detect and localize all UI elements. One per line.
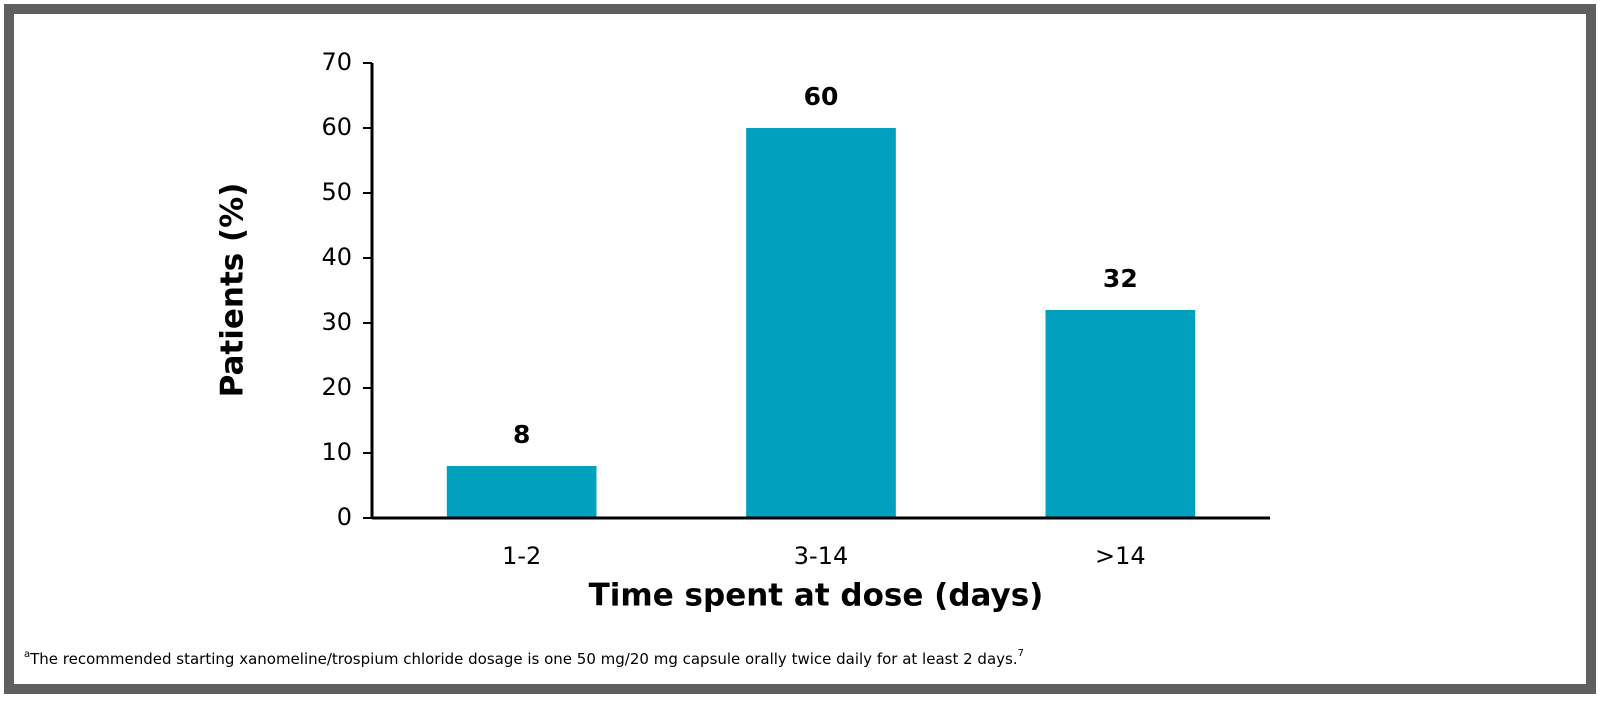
y-tick-label: 10 bbox=[321, 438, 352, 466]
y-tick-label: 60 bbox=[321, 113, 352, 141]
y-tick-label: 0 bbox=[337, 503, 352, 531]
y-tick-label: 30 bbox=[321, 308, 352, 336]
footnote-ref: 7 bbox=[1018, 648, 1024, 659]
footnote-text: The recommended starting xanomeline/tros… bbox=[29, 650, 1017, 668]
bar bbox=[746, 128, 896, 518]
footnote: aThe recommended starting xanomeline/tro… bbox=[24, 648, 1024, 668]
y-tick-label: 70 bbox=[321, 48, 352, 76]
y-tick-label: 50 bbox=[321, 178, 352, 206]
x-tick-label: 3-14 bbox=[794, 542, 848, 570]
value-label: 60 bbox=[804, 82, 839, 111]
y-axis-title: Patients (%) bbox=[215, 183, 251, 398]
x-tick-label: 1-2 bbox=[502, 542, 541, 570]
footnote-marker: a bbox=[24, 649, 30, 660]
value-label: 32 bbox=[1103, 264, 1138, 293]
x-axis-title: Time spent at dose (days) bbox=[589, 578, 1044, 614]
bar bbox=[446, 466, 597, 518]
value-label: 8 bbox=[513, 420, 530, 449]
bar bbox=[1045, 310, 1196, 518]
y-tick-label: 20 bbox=[321, 373, 352, 401]
x-tick-label: >14 bbox=[1095, 542, 1146, 570]
y-tick-label: 40 bbox=[321, 243, 352, 271]
